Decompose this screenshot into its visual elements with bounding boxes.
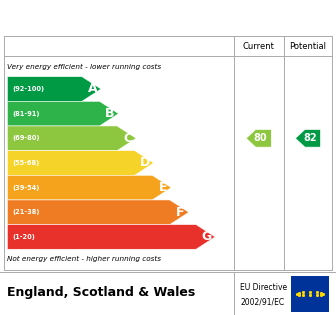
Text: England, Scotland & Wales: England, Scotland & Wales	[7, 286, 195, 299]
Text: Not energy efficient - higher running costs: Not energy efficient - higher running co…	[7, 256, 161, 262]
Text: 80: 80	[254, 133, 267, 143]
Text: Very energy efficient - lower running costs: Very energy efficient - lower running co…	[7, 64, 162, 70]
Text: A: A	[88, 83, 97, 95]
Text: (81-91): (81-91)	[12, 111, 40, 117]
Text: Potential: Potential	[289, 42, 327, 51]
Text: Energy Efficiency Rating: Energy Efficiency Rating	[57, 9, 279, 24]
Polygon shape	[7, 225, 215, 249]
Text: 2002/91/EC: 2002/91/EC	[240, 298, 284, 307]
Polygon shape	[7, 175, 171, 200]
Text: E: E	[158, 181, 167, 194]
Polygon shape	[246, 129, 271, 147]
Text: D: D	[140, 157, 150, 169]
Text: (92-100): (92-100)	[12, 86, 45, 92]
Polygon shape	[7, 126, 136, 151]
Text: C: C	[123, 132, 132, 145]
Text: Current: Current	[243, 42, 275, 51]
Text: (55-68): (55-68)	[12, 160, 40, 166]
Text: 82: 82	[303, 133, 317, 143]
Polygon shape	[7, 77, 101, 101]
Text: (39-54): (39-54)	[12, 185, 40, 191]
Text: (21-38): (21-38)	[12, 209, 40, 215]
Polygon shape	[7, 101, 119, 126]
Text: G: G	[201, 231, 212, 243]
Text: B: B	[105, 107, 115, 120]
Polygon shape	[7, 200, 189, 225]
Text: (69-80): (69-80)	[12, 135, 40, 141]
Text: EU Directive: EU Directive	[240, 283, 287, 292]
Polygon shape	[7, 151, 154, 175]
Polygon shape	[295, 129, 321, 147]
Text: F: F	[176, 206, 184, 219]
Bar	[291, 276, 329, 312]
Text: (1-20): (1-20)	[12, 234, 35, 240]
